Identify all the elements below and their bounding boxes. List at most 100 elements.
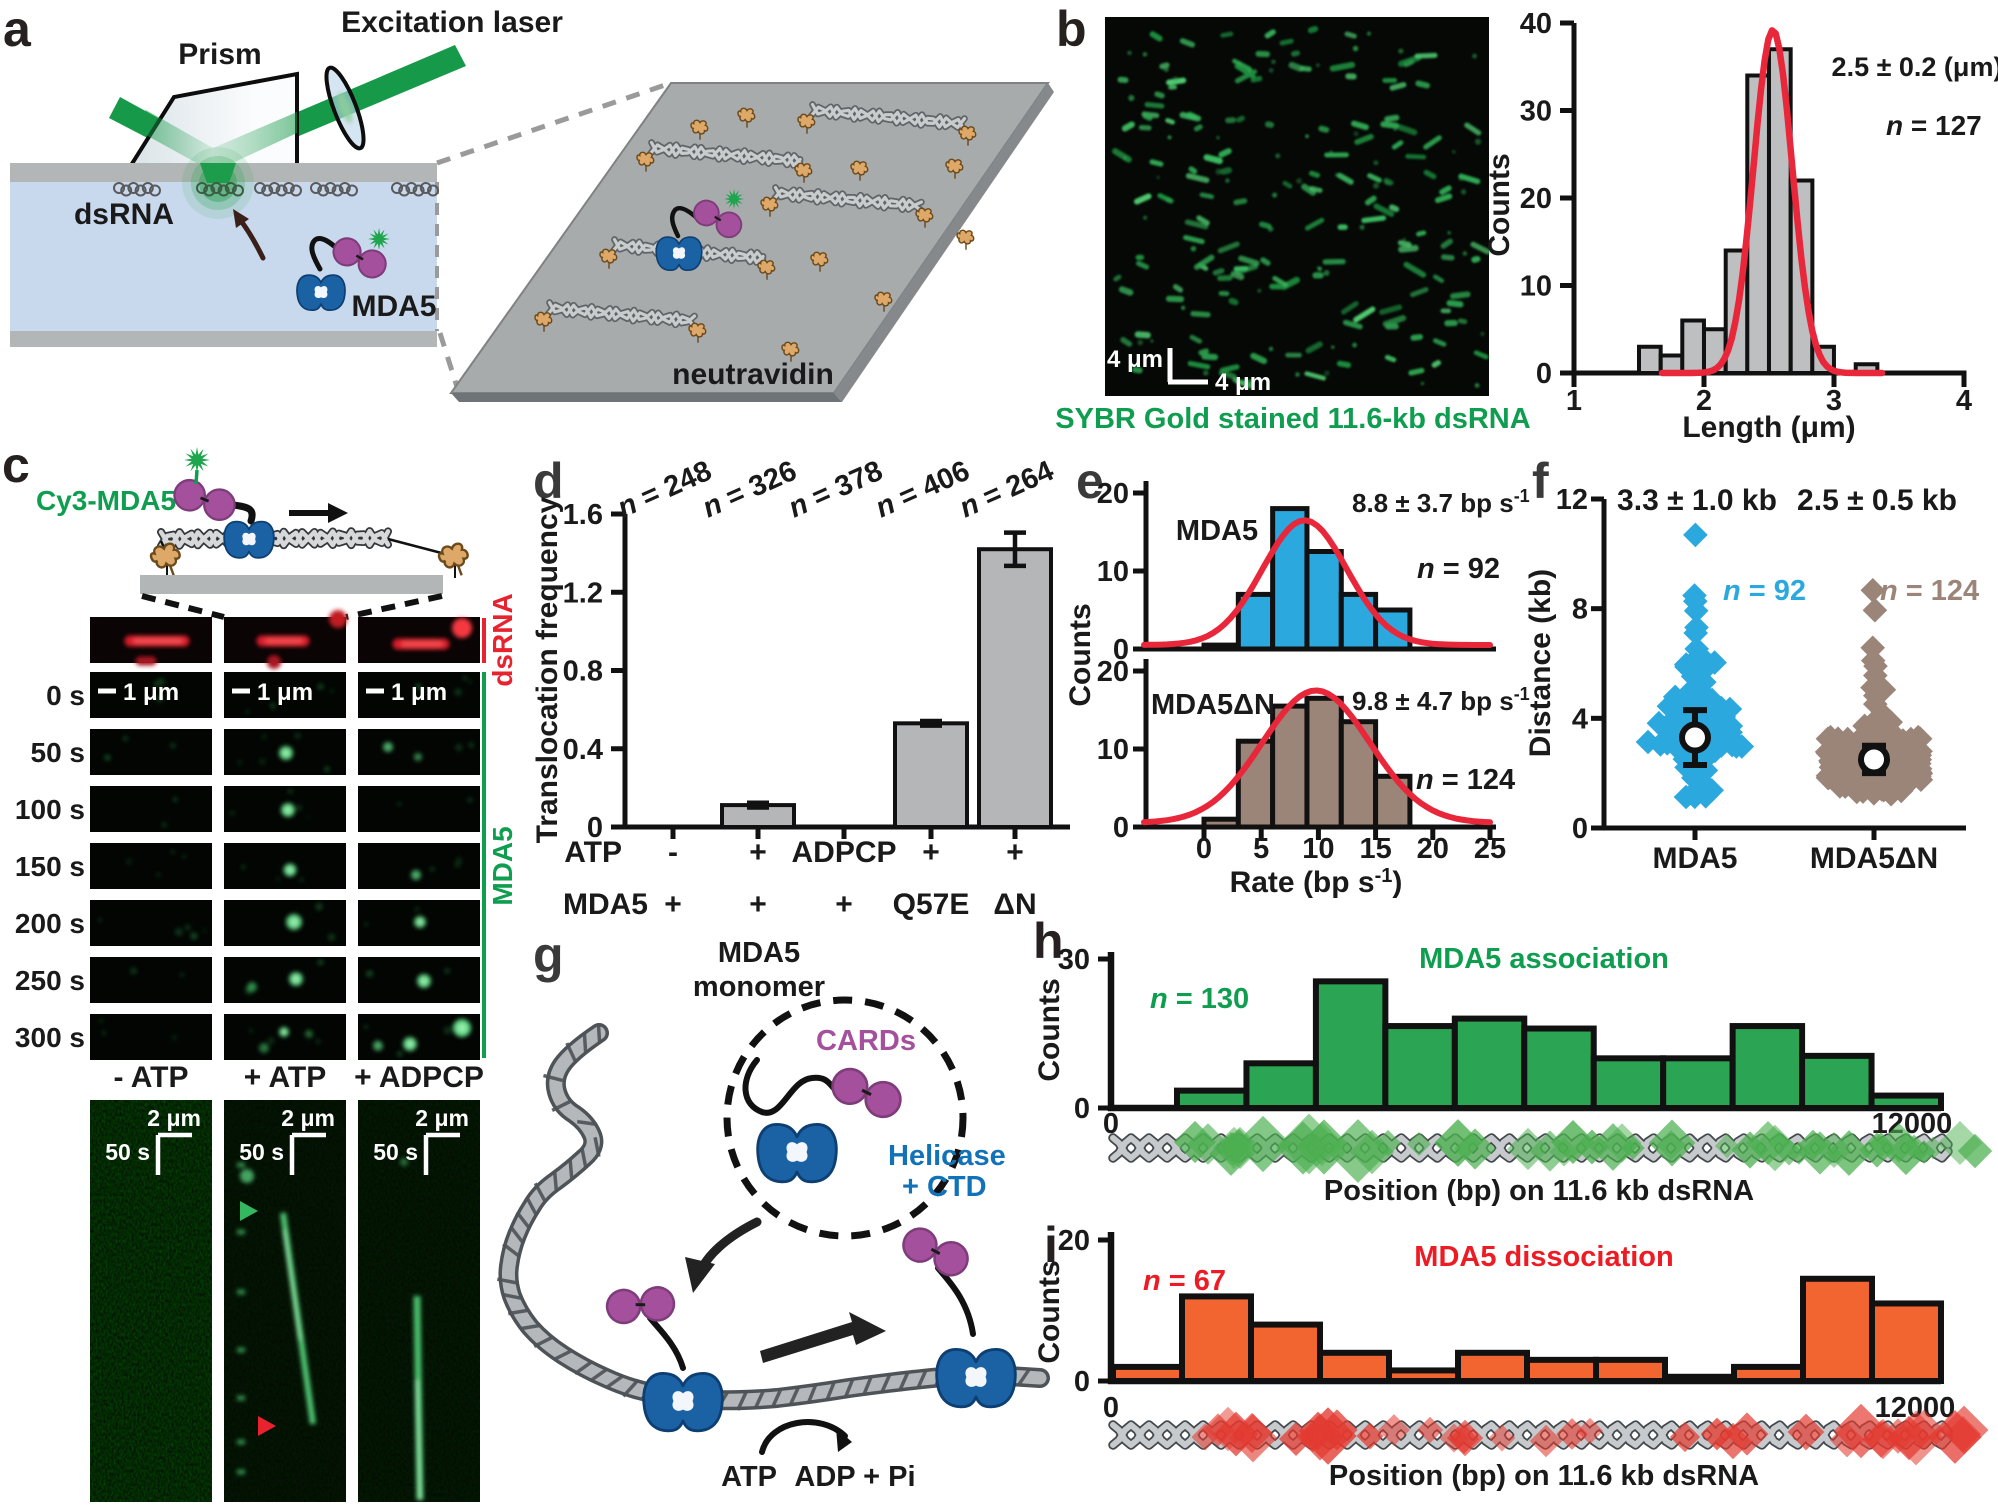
svg-text:Length (μm): Length (μm) (1682, 411, 1855, 444)
svg-text:250 s: 250 s (15, 965, 85, 996)
svg-text:b: b (1056, 1, 1087, 57)
svg-text:0: 0 (1074, 1366, 1090, 1398)
svg-text:20: 20 (1097, 656, 1129, 688)
svg-text:10: 10 (1097, 734, 1129, 766)
svg-text:12: 12 (1556, 484, 1588, 516)
svg-text:c: c (2, 437, 30, 493)
svg-text:1.6: 1.6 (563, 499, 603, 531)
svg-text:0: 0 (1103, 1392, 1119, 1424)
svg-text:Distance (kb): Distance (kb) (1524, 569, 1557, 757)
svg-text:dsRNA: dsRNA (487, 593, 518, 686)
svg-text:8.8 ± 3.7 bp s-1: 8.8 ± 3.7 bp s-1 (1352, 486, 1530, 518)
svg-text:3.3 ± 1.0 kb: 3.3 ± 1.0 kb (1617, 484, 1777, 517)
svg-text:4 μm: 4 μm (1107, 346, 1163, 373)
svg-text:SYBR Gold stained 11.6-kb dsRN: SYBR Gold stained 11.6-kb dsRNA (1055, 403, 1530, 435)
svg-text:dsRNA: dsRNA (74, 198, 174, 231)
svg-text:0.4: 0.4 (563, 734, 603, 766)
svg-text:30: 30 (1520, 96, 1552, 128)
svg-text:2.5 ± 0.5 kb: 2.5 ± 0.5 kb (1797, 484, 1957, 517)
svg-text:20: 20 (1097, 478, 1129, 510)
svg-text:Counts: Counts (1064, 603, 1097, 706)
svg-text:neutravidin: neutravidin (672, 358, 834, 391)
svg-text:Counts: Counts (1033, 1260, 1066, 1363)
svg-text:4: 4 (1572, 703, 1588, 735)
svg-text:monomer: monomer (693, 971, 825, 1003)
svg-text:50 s: 50 s (239, 1139, 284, 1165)
svg-text:50 s: 50 s (31, 737, 86, 768)
svg-text:n = 130: n = 130 (1150, 983, 1249, 1015)
svg-text:MDA5 association: MDA5 association (1419, 943, 1669, 975)
svg-text:Translocation frequency: Translocation frequency (531, 496, 564, 843)
svg-text:Counts: Counts (1483, 153, 1516, 256)
svg-text:40: 40 (1520, 8, 1552, 40)
svg-text:f: f (1532, 453, 1549, 509)
svg-text:150 s: 150 s (15, 851, 85, 882)
svg-text:30: 30 (1058, 944, 1090, 976)
svg-text:0: 0 (1572, 813, 1588, 845)
svg-text:MDA5: MDA5 (1652, 842, 1737, 875)
svg-text:0: 0 (1074, 1093, 1090, 1125)
svg-text:Q57E: Q57E (893, 888, 970, 921)
svg-text:2 μm: 2 μm (147, 1105, 201, 1131)
svg-text:MDA5: MDA5 (351, 290, 436, 323)
svg-text:Counts: Counts (1033, 978, 1066, 1081)
svg-text:1 μm: 1 μm (123, 679, 179, 706)
svg-text:50 s: 50 s (105, 1139, 150, 1165)
svg-text:Cy3-MDA5: Cy3-MDA5 (36, 485, 176, 516)
svg-text:MDA5: MDA5 (1176, 515, 1258, 547)
svg-text:5: 5 (1253, 833, 1269, 865)
svg-text:n = 92: n = 92 (1723, 575, 1806, 607)
svg-text:n = 127: n = 127 (1886, 110, 1982, 141)
svg-text:0: 0 (1196, 833, 1212, 865)
svg-text:+: + (664, 888, 682, 921)
svg-text:MDA5ΔN: MDA5ΔN (1151, 689, 1275, 721)
svg-text:15: 15 (1359, 833, 1391, 865)
svg-text:MDA5ΔN: MDA5ΔN (1810, 842, 1938, 875)
svg-text:1.2: 1.2 (563, 577, 603, 609)
svg-text:4 μm: 4 μm (1215, 369, 1271, 396)
svg-text:MDA5: MDA5 (718, 937, 800, 969)
svg-text:MDA5 dissociation: MDA5 dissociation (1414, 1241, 1673, 1273)
svg-text:10: 10 (1520, 271, 1552, 303)
svg-text:ΔN: ΔN (993, 888, 1036, 921)
svg-text:a: a (3, 1, 32, 57)
svg-text:10: 10 (1302, 833, 1334, 865)
svg-text:9.8 ± 4.7 bp s-1: 9.8 ± 4.7 bp s-1 (1352, 684, 1530, 716)
svg-text:10: 10 (1097, 556, 1129, 588)
svg-text:g: g (533, 927, 564, 983)
svg-text:ATP: ATP (721, 1461, 777, 1493)
svg-text:+ CTD: + CTD (902, 1171, 987, 1203)
svg-text:20: 20 (1058, 1225, 1090, 1257)
svg-text:2.5 ± 0.2 (μm): 2.5 ± 0.2 (μm) (1832, 52, 1998, 82)
svg-text:CARDs: CARDs (816, 1025, 916, 1057)
svg-text:200 s: 200 s (15, 908, 85, 939)
svg-text:+: + (749, 836, 767, 869)
svg-text:ATP: ATP (564, 836, 622, 869)
svg-text:20: 20 (1417, 833, 1449, 865)
svg-text:8: 8 (1572, 594, 1588, 626)
svg-text:+: + (1006, 836, 1024, 869)
svg-text:0: 0 (1113, 812, 1129, 844)
svg-text:1: 1 (1566, 385, 1582, 417)
svg-text:Position (bp) on 11.6 kb dsRNA: Position (bp) on 11.6 kb dsRNA (1329, 1460, 1759, 1492)
svg-text:300 s: 300 s (15, 1022, 85, 1053)
svg-text:n = 124: n = 124 (1880, 575, 1979, 607)
svg-text:50 s: 50 s (373, 1139, 418, 1165)
svg-text:2 μm: 2 μm (281, 1105, 335, 1131)
svg-text:+: + (749, 888, 767, 921)
svg-text:MDA5: MDA5 (563, 888, 648, 921)
svg-text:+: + (922, 836, 940, 869)
svg-text:0 s: 0 s (46, 680, 85, 711)
svg-text:ADPCP: ADPCP (791, 836, 896, 869)
svg-text:1 μm: 1 μm (257, 679, 313, 706)
svg-text:0.8: 0.8 (563, 656, 603, 688)
svg-text:- ATP: - ATP (114, 1061, 189, 1094)
svg-text:Helicase: Helicase (888, 1140, 1006, 1172)
svg-text:n = 67: n = 67 (1143, 1265, 1226, 1297)
svg-text:100 s: 100 s (15, 794, 85, 825)
svg-text:25: 25 (1474, 833, 1506, 865)
svg-text:n = 124: n = 124 (1416, 764, 1515, 796)
svg-text:20: 20 (1520, 183, 1552, 215)
svg-text:Prism: Prism (178, 38, 261, 71)
svg-text:0: 0 (1536, 358, 1552, 390)
